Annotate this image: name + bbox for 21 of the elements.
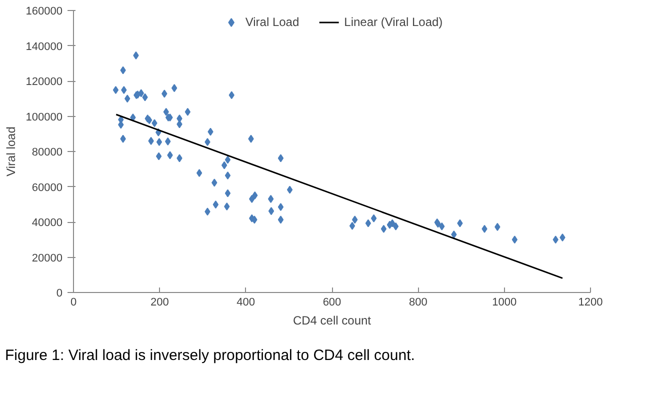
y-tick-label: 160000: [26, 6, 63, 18]
caption: Figure 1: Viral load is inversely proportional to CD4 cell count.: [5, 346, 415, 366]
y-axis-title: Viral load: [4, 126, 18, 176]
x-tick-label: 1200: [578, 296, 603, 308]
y-tick-label: 140000: [26, 40, 63, 53]
x-tick-label: 1000: [492, 296, 517, 308]
y-tick-label: 120000: [26, 76, 63, 88]
x-tick-label: 800: [408, 296, 428, 308]
y-tick-label: 40000: [32, 217, 63, 229]
y-tick-label: 100000: [26, 111, 63, 124]
y-tick-label: 0: [56, 288, 63, 300]
x-tick-label: 600: [322, 296, 342, 308]
x-tick-label: 200: [150, 296, 169, 308]
x-tick-label: 0: [70, 296, 77, 308]
x-tick-label: 400: [236, 296, 256, 308]
legend-label: Linear (Viral Load): [344, 15, 443, 29]
y-tick-label: 60000: [32, 182, 63, 194]
x-axis-title: CD4 cell count: [292, 314, 372, 328]
legend-label: Viral Load: [245, 15, 300, 29]
y-tick-label: 80000: [32, 146, 63, 158]
y-tick-label: 20000: [32, 252, 63, 264]
